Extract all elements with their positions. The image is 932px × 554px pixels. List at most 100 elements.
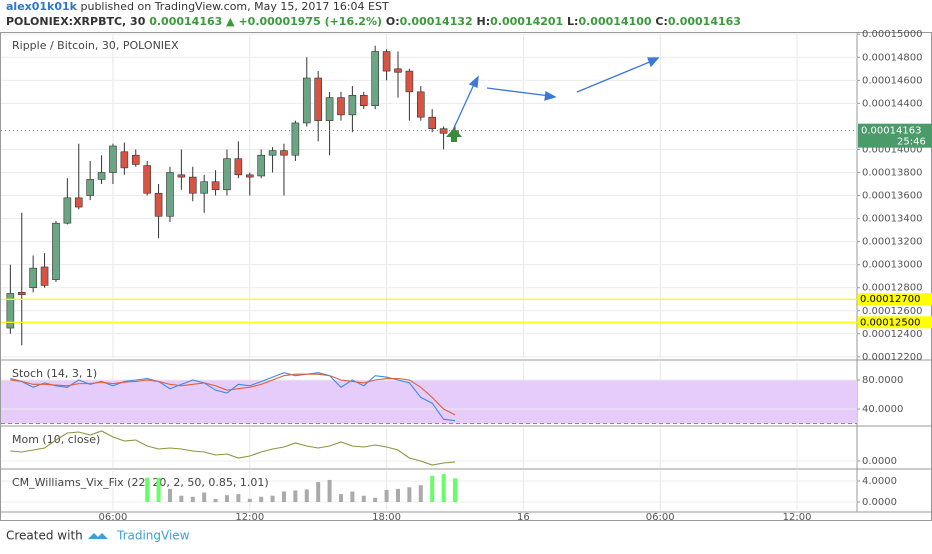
- candle-body: [394, 68, 402, 73]
- y-tick-label: 40.0000: [862, 404, 903, 415]
- candle-body: [166, 172, 174, 217]
- y-tick-label: 80.0000: [862, 375, 903, 386]
- brand-logo: [88, 533, 108, 539]
- candle-body: [97, 172, 106, 180]
- candle-body: [291, 122, 300, 156]
- c: 0.00014163: [668, 15, 741, 28]
- candle-body: [6, 293, 15, 329]
- candle-body: [17, 292, 26, 295]
- y-tick-label: 0.0000: [862, 456, 897, 467]
- indicator-bar: [452, 478, 457, 503]
- candle-body: [223, 158, 231, 191]
- indicator-bar: [441, 474, 446, 503]
- indicator-bar: [190, 496, 195, 503]
- candle-body: [131, 154, 140, 165]
- indicator-bar: [145, 477, 150, 503]
- candle-body: [280, 150, 288, 156]
- indicator-bar: [213, 498, 218, 503]
- hline-label: 0.00012500: [860, 317, 920, 328]
- indicator-bar: [361, 495, 366, 503]
- pane-title: Ripple / Bitcoin, 30, POLONIEX: [12, 39, 179, 52]
- candle-body: [337, 97, 345, 116]
- indicator-bar: [156, 477, 161, 503]
- candle-body: [86, 179, 94, 196]
- footer-brand[interactable]: TradingView: [116, 529, 190, 543]
- y-tick-label: 0.00013200: [862, 237, 922, 248]
- indicator-bar: [202, 492, 207, 503]
- x-tick-label: 16: [517, 512, 530, 523]
- y-tick-label: 0.00014600: [862, 75, 922, 86]
- y-tick-label: 0.00012400: [862, 329, 922, 340]
- l: 0.00014100: [578, 15, 651, 28]
- candle-body: [257, 154, 265, 177]
- o: 0.00014132: [400, 15, 473, 28]
- candle-body: [325, 97, 334, 121]
- indicator-bar: [247, 498, 252, 503]
- drawn-arrows: [452, 57, 660, 131]
- indicator-bar: [373, 497, 378, 503]
- candle-body: [200, 181, 208, 194]
- arrow-head: [468, 75, 479, 88]
- candle-body: [40, 266, 49, 286]
- indicator-line: [10, 372, 456, 422]
- candle-body: [234, 158, 243, 176]
- indicator-bar: [350, 491, 355, 503]
- l-label: L:: [567, 15, 578, 28]
- indicator-bar: [384, 489, 389, 503]
- candle-body: [245, 174, 254, 178]
- candle-body: [371, 51, 379, 106]
- y-tick-label: 0.00014800: [862, 52, 922, 63]
- up-marker: [446, 128, 462, 142]
- price-tag: [858, 123, 932, 148]
- arrow-head: [647, 57, 660, 68]
- publisher[interactable]: alex01k01k: [6, 0, 78, 13]
- c-label: C:: [655, 15, 667, 28]
- y-tick-label: 0.00013600: [862, 191, 922, 202]
- candle-body: [302, 77, 311, 124]
- last: 0.00014163: [149, 15, 222, 28]
- indicator-bar: [316, 482, 321, 503]
- pane-title: CM_Williams_Vix_Fix (22, 20, 2, 50, 0.85…: [12, 476, 269, 489]
- footer-created: Created with: [6, 529, 83, 543]
- indicator-line: [10, 373, 456, 416]
- h-label: H:: [477, 15, 491, 28]
- indicator-bar: [236, 494, 241, 503]
- header-line-2: POLONIEX:XRPBTC, 30 0.00014163 ▲ +0.0000…: [6, 15, 741, 28]
- hline-tag: [858, 293, 932, 306]
- candle-body: [29, 267, 37, 289]
- candle-body: [120, 151, 129, 169]
- countdown: 25:46: [897, 137, 926, 148]
- hline-label: 0.00012700: [860, 294, 920, 305]
- indicator-bar: [179, 495, 184, 503]
- symbol: POLONIEX:XRPBTC, 30: [6, 15, 146, 28]
- candle-body: [52, 222, 60, 280]
- y-tick-label: 0.00014000: [862, 144, 922, 155]
- y-tick-label: 0.00013800: [862, 167, 922, 178]
- candle-body: [188, 176, 197, 194]
- header-line-1: alex01k01k published on TradingView.com,…: [6, 0, 389, 13]
- y-tick-label: 0.00015000: [862, 29, 922, 40]
- y-tick-label: 0.00013400: [862, 214, 922, 225]
- indicator-bar: [259, 496, 264, 503]
- candle-body: [109, 145, 117, 173]
- y-tick-label: 0.00012800: [862, 283, 922, 294]
- candle-body: [416, 91, 425, 118]
- candle-body: [359, 94, 368, 106]
- candle-body: [74, 197, 83, 208]
- arrow-line: [576, 60, 653, 93]
- candle-body: [211, 181, 220, 191]
- published: published on TradingView.com, May 15, 20…: [81, 0, 389, 13]
- x-tick-label: 18:00: [372, 512, 401, 523]
- candle-body: [177, 174, 186, 178]
- indicator-line: [10, 430, 456, 466]
- y-tick-label: 0.0000: [862, 497, 897, 508]
- y-tick-label: 0.00012200: [862, 352, 922, 363]
- indicator-bar: [418, 485, 423, 503]
- y-tick-label: 0.00013000: [862, 260, 922, 271]
- candle-body: [63, 197, 72, 224]
- indicator-bar: [281, 491, 286, 503]
- arrow-line: [452, 81, 476, 131]
- x-tick-label: 06:00: [99, 512, 128, 523]
- h: 0.00014201: [490, 15, 563, 28]
